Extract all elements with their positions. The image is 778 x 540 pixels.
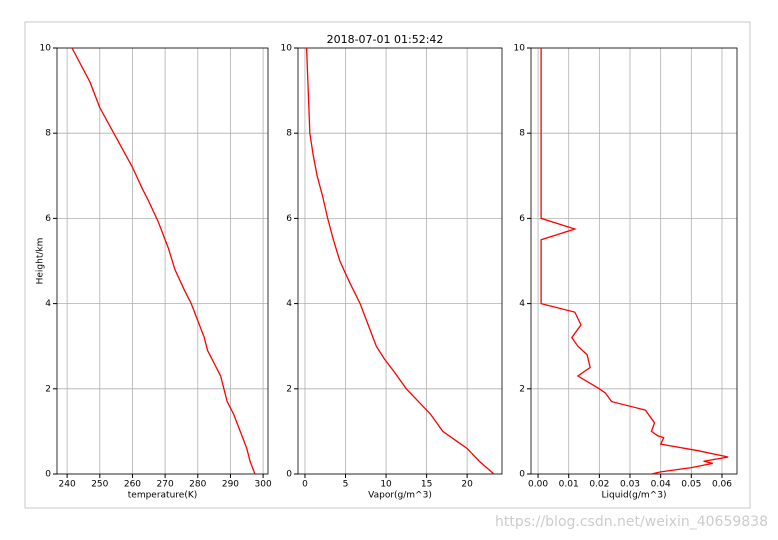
- plot-frame: [56, 47, 269, 475]
- y-tick-label: 10: [40, 44, 52, 54]
- y-tick-label: 10: [514, 44, 526, 54]
- x-tick-label: 0.04: [651, 480, 671, 490]
- y-tick-label: 0: [45, 470, 51, 480]
- profile-line: [540, 48, 729, 475]
- profile-line: [305, 47, 495, 475]
- plot-frame: [530, 47, 738, 475]
- x-tick-label: 10: [380, 480, 392, 490]
- x-tick-label: 270: [157, 480, 174, 490]
- x-axis-label: Liquid(g/m^3): [602, 491, 667, 501]
- x-tick-label: 0.00: [528, 480, 548, 490]
- y-tick-label: 4: [286, 299, 292, 309]
- x-tick-label: 20: [461, 480, 473, 490]
- watermark: https://blog.csdn.net/weixin_40659838: [495, 514, 768, 530]
- x-tick-label: 290: [222, 480, 239, 490]
- x-tick-label: 0.06: [712, 480, 732, 490]
- y-axis-label: Height/km: [36, 238, 46, 285]
- x-tick-label: 250: [91, 480, 108, 490]
- x-tick-label: 260: [124, 480, 141, 490]
- x-axis-label: Vapor(g/m^3): [368, 491, 432, 501]
- y-tick-label: 8: [519, 129, 525, 139]
- x-tick-label: 280: [189, 480, 206, 490]
- y-tick-label: 0: [286, 470, 292, 480]
- y-tick-label: 8: [45, 129, 51, 139]
- y-tick-label: 10: [281, 44, 293, 54]
- y-tick-label: 2: [519, 384, 525, 394]
- y-tick-label: 4: [45, 299, 51, 309]
- y-tick-label: 6: [45, 214, 51, 224]
- x-tick-label: 0: [302, 480, 308, 490]
- x-tick-label: 300: [255, 480, 272, 490]
- x-tick-label: 0.05: [681, 480, 701, 490]
- y-tick-label: 6: [286, 214, 292, 224]
- x-axis-label: temperature(K): [128, 491, 198, 501]
- profile-line: [71, 47, 256, 475]
- x-tick-label: 0.02: [589, 480, 609, 490]
- y-tick-label: 6: [519, 214, 525, 224]
- x-tick-label: 0.01: [559, 480, 579, 490]
- x-tick-label: 240: [59, 480, 76, 490]
- y-tick-label: 2: [286, 384, 292, 394]
- y-tick-label: 4: [519, 299, 525, 309]
- x-tick-label: 0.03: [620, 480, 640, 490]
- x-tick-label: 5: [343, 480, 349, 490]
- y-tick-label: 8: [286, 129, 292, 139]
- y-tick-label: 0: [519, 470, 525, 480]
- y-tick-label: 2: [45, 384, 51, 394]
- figure-border: [24, 21, 751, 509]
- plot-frame: [297, 47, 503, 475]
- chart-title: 2018-07-01 01:52:42: [327, 33, 444, 46]
- x-tick-label: 15: [421, 480, 432, 490]
